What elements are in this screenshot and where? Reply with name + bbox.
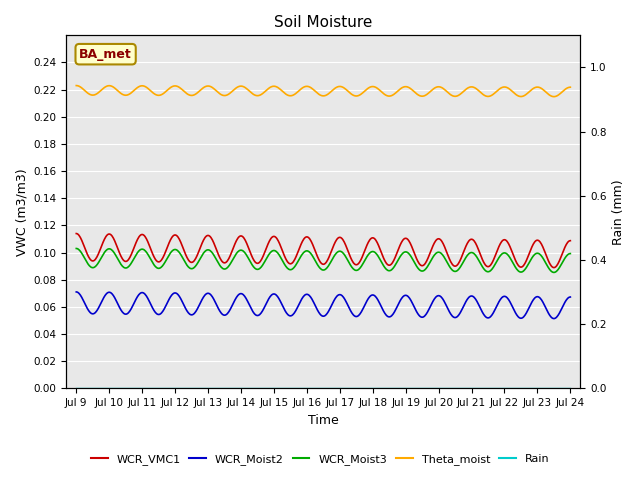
WCR_VMC1 — [182, 253, 190, 259]
Theta_moist — [182, 90, 190, 96]
WCR_Moist3 — [397, 252, 405, 258]
WCR_Moist2 — [182, 307, 190, 312]
WCR_Moist3 — [550, 270, 557, 276]
Legend: WCR_VMC1, WCR_Moist2, WCR_Moist3, Theta_moist, Rain: WCR_VMC1, WCR_Moist2, WCR_Moist3, Theta_… — [86, 450, 554, 469]
WCR_Moist2 — [566, 294, 574, 300]
WCR_Moist3 — [383, 267, 390, 273]
Line: WCR_Moist3: WCR_Moist3 — [76, 249, 570, 273]
WCR_Moist3 — [81, 256, 89, 262]
Rain — [397, 385, 405, 391]
Theta_moist — [132, 86, 140, 92]
WCR_Moist2 — [209, 294, 216, 300]
WCR_VMC1 — [566, 238, 574, 243]
WCR_VMC1 — [72, 231, 80, 237]
WCR_VMC1 — [550, 264, 557, 270]
Theta_moist — [383, 93, 390, 98]
Y-axis label: Rain (mm): Rain (mm) — [612, 179, 625, 245]
Rain — [182, 385, 190, 391]
WCR_Moist3 — [72, 246, 80, 252]
Theta_moist — [397, 85, 405, 91]
WCR_Moist3 — [209, 250, 216, 256]
Line: Theta_moist: Theta_moist — [76, 85, 570, 96]
WCR_VMC1 — [81, 246, 89, 252]
Theta_moist — [72, 83, 80, 88]
WCR_VMC1 — [209, 237, 216, 243]
WCR_Moist2 — [397, 296, 405, 302]
Theta_moist — [81, 88, 89, 94]
WCR_VMC1 — [397, 240, 405, 246]
WCR_Moist3 — [132, 252, 140, 258]
WCR_Moist2 — [132, 296, 140, 302]
Title: Soil Moisture: Soil Moisture — [274, 15, 372, 30]
Rain — [132, 385, 140, 391]
WCR_VMC1 — [132, 240, 140, 245]
WCR_Moist3 — [182, 261, 190, 267]
Text: BA_met: BA_met — [79, 48, 132, 60]
X-axis label: Time: Time — [308, 414, 339, 427]
Theta_moist — [550, 94, 557, 99]
Rain — [209, 385, 216, 391]
Rain — [383, 385, 390, 391]
Rain — [81, 385, 89, 391]
Rain — [566, 385, 574, 391]
WCR_Moist2 — [383, 313, 390, 319]
WCR_VMC1 — [383, 261, 390, 267]
WCR_Moist2 — [72, 289, 80, 295]
Line: WCR_Moist2: WCR_Moist2 — [76, 292, 570, 319]
WCR_Moist2 — [81, 301, 89, 307]
WCR_Moist3 — [566, 251, 574, 256]
Rain — [72, 385, 80, 391]
Theta_moist — [566, 84, 574, 90]
Y-axis label: VWC (m3/m3): VWC (m3/m3) — [15, 168, 28, 256]
Line: WCR_VMC1: WCR_VMC1 — [76, 234, 570, 267]
WCR_Moist2 — [550, 316, 557, 322]
Theta_moist — [209, 84, 216, 90]
